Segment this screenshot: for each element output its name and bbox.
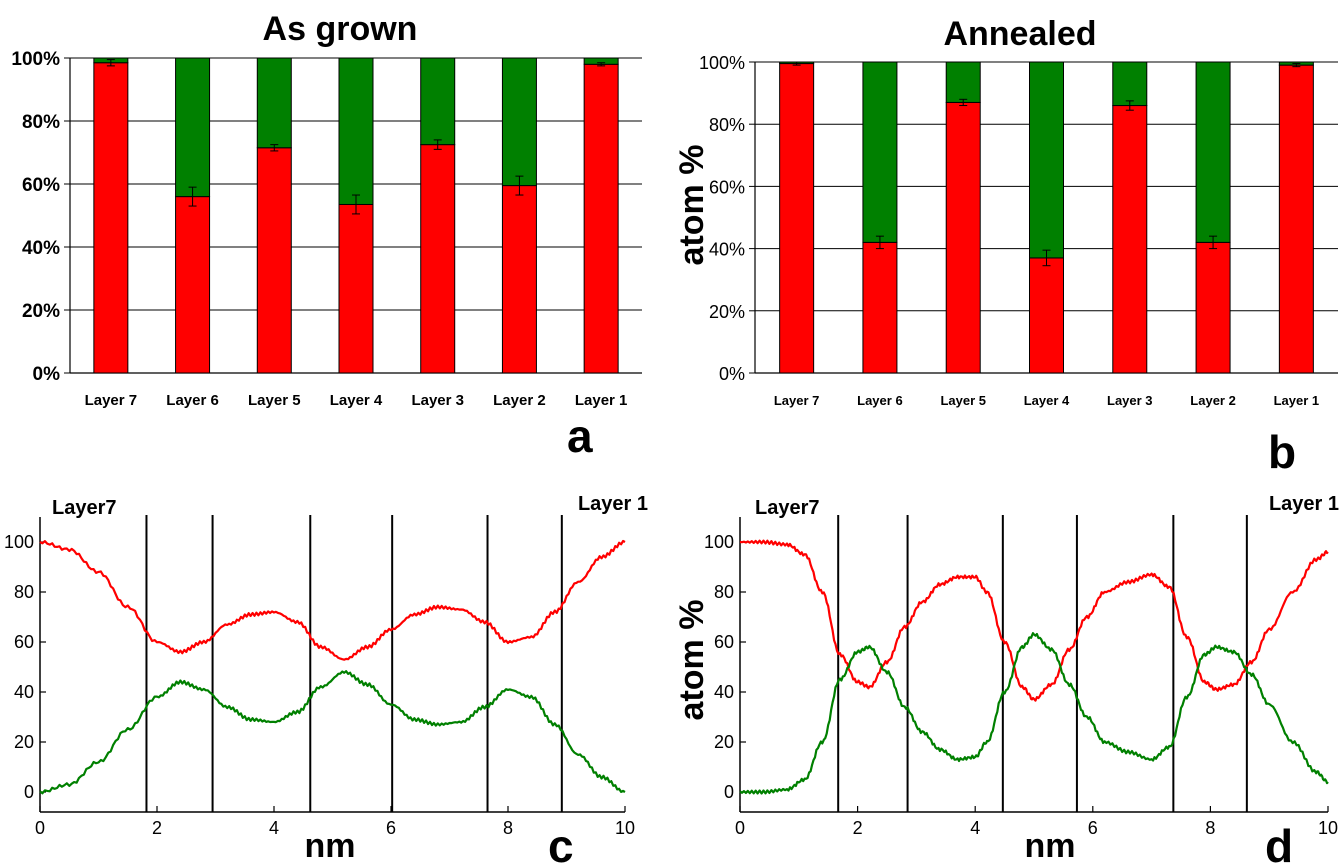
panel-b-bar-segment-green	[945, 61, 981, 103]
panel-b-category-label: Layer 7	[774, 393, 820, 408]
panel-d-ylabel: atom %	[673, 600, 711, 721]
panel-letter-c: c	[548, 820, 574, 868]
panel-b-category-label: Layer 2	[1190, 393, 1236, 408]
panel-c-ytick-label: 100	[4, 532, 34, 552]
panel-a-ytick-label: 20%	[22, 301, 60, 322]
panel-b-category-label: Layer 5	[940, 393, 986, 408]
panel-b-bar-segment-red	[1278, 64, 1314, 374]
panel-c-ytick-label: 20	[14, 732, 34, 752]
panel-a-bar-segment-red	[93, 62, 129, 374]
panel-b-ytick-label: 100%	[699, 53, 745, 73]
panel-d-xlabel: nm	[1025, 827, 1076, 865]
panel-a-category-label: Layer 6	[166, 392, 219, 409]
panel-a-ytick-label: 80%	[22, 112, 60, 133]
panel-a-category-label: Layer 1	[575, 392, 628, 409]
panel-b-ytick-label: 0%	[719, 364, 745, 384]
panel-c-series-line-red	[39, 539, 626, 661]
panel-b-category-label: Layer 4	[1024, 393, 1070, 408]
panel-a-bar-segment-red	[420, 144, 456, 374]
panel-d-ytick-label: 20	[714, 732, 734, 752]
panel-a-category-label: Layer 5	[248, 392, 301, 409]
panel-a-ytick-label: 0%	[33, 364, 61, 385]
panel-c-ytick-label: 60	[14, 632, 34, 652]
panel-c-series-line-green	[39, 670, 626, 795]
panel-a-bar-chart: As grown 0% 20% 40% 60% 80% 100% Layer 7 Layer …	[11, 10, 642, 409]
panel-b-category-label: Layer 1	[1274, 393, 1320, 408]
panel-b-ytick-label: 40%	[709, 240, 745, 260]
panel-a-category-label: Layer 3	[411, 392, 464, 409]
panel-d-ytick-label: 80	[714, 582, 734, 602]
panel-a-bar-segment-red	[501, 185, 537, 374]
panel-b-bar-segment-red	[779, 63, 815, 374]
panel-b-bar-segment-red	[862, 241, 898, 374]
panel-b-bar-segment-green	[1112, 61, 1148, 107]
panel-a-category-label: Layer 2	[493, 392, 546, 409]
panel-c-xtick-label: 4	[269, 818, 279, 838]
panel-d-xtick-label: 4	[970, 818, 980, 838]
panel-c-xtick-label: 2	[152, 818, 162, 838]
panel-a-bar-segment-green	[420, 57, 456, 146]
panel-a-bar-segment-green	[501, 57, 537, 187]
panel-d-xtick-label: 8	[1205, 818, 1215, 838]
panel-d-xtick-label: 2	[853, 818, 863, 838]
panel-a-ytick-label: 60%	[22, 175, 60, 196]
panel-b-bar-segment-green	[1195, 61, 1231, 243]
panel-b-bar-segment-green	[862, 61, 898, 243]
panel-c-xlabel: nm	[305, 827, 356, 865]
panel-b-bar-segment-red	[945, 101, 981, 374]
panel-c-ytick-label: 80	[14, 582, 34, 602]
panel-a-bar-segment-red	[338, 203, 374, 374]
panel-d-xtick-label: 6	[1088, 818, 1098, 838]
panel-b-category-label: Layer 6	[857, 393, 903, 408]
panel-a-bar-segment-red	[583, 63, 619, 374]
panel-b-ytick-label: 60%	[709, 177, 745, 197]
panel-a-bar-segment-green	[338, 57, 374, 205]
panel-b-bar-chart: Annealed atom % 0% 20% 40% 60% 80% 100% Layer …	[673, 15, 1338, 408]
panel-b-bar-segment-red	[1195, 241, 1231, 374]
panel-b-ylabel: atom %	[673, 145, 711, 266]
panel-letter-d: d	[1265, 820, 1293, 868]
panel-c-ytick-label: 40	[14, 682, 34, 702]
panel-d-xtick-label: 0	[735, 818, 745, 838]
panel-c-line-chart: nm Layer7 Layer 1 0 20 40 60 80 100 0 2 4 6 8 10	[4, 493, 648, 865]
panel-c-xtick-label: 8	[503, 818, 513, 838]
panel-c-ytick-label: 0	[24, 782, 34, 802]
panel-letter-b: b	[1268, 426, 1296, 478]
panel-b-bar-segment-red	[1029, 257, 1064, 374]
panel-a-category-label: Layer 7	[85, 392, 138, 409]
panel-b-ytick-label: 20%	[709, 302, 745, 322]
panel-d-ytick-label: 40	[714, 682, 734, 702]
panel-d-left-layer-label: Layer7	[755, 497, 820, 519]
panel-d-series-line-green	[739, 632, 1329, 795]
panel-d-ytick-label: 100	[704, 532, 734, 552]
panel-c-xtick-label: 0	[35, 818, 45, 838]
panel-letter-a: a	[567, 410, 593, 462]
panel-d-ytick-label: 0	[724, 782, 734, 802]
panel-d-right-layer-label: Layer 1	[1269, 493, 1339, 515]
panel-a-bar-segment-red	[175, 196, 211, 374]
panel-b-title: Annealed	[943, 15, 1096, 53]
panel-b-bar-segment-green	[1029, 61, 1064, 259]
panel-a-ytick-label: 100%	[11, 49, 60, 70]
panel-a-bar-segment-green	[256, 57, 292, 149]
panel-d-series-line-red	[739, 539, 1329, 702]
panel-b-bar-segment-red	[1112, 105, 1148, 374]
panel-c-right-layer-label: Layer 1	[578, 493, 648, 515]
panel-c-xtick-label: 10	[615, 818, 635, 838]
panel-d-ytick-label: 60	[714, 632, 734, 652]
panel-c-xtick-label: 6	[386, 818, 396, 838]
panel-c-left-layer-label: Layer7	[52, 497, 117, 519]
panel-a-category-label: Layer 4	[330, 392, 383, 409]
panel-a-bar-segment-green	[175, 57, 211, 198]
panel-b-category-label: Layer 3	[1107, 393, 1153, 408]
panel-a-ytick-label: 40%	[22, 238, 60, 259]
panel-b-ytick-label: 80%	[709, 115, 745, 135]
panel-a-bar-segment-red	[256, 147, 292, 374]
panel-a-title: As grown	[263, 10, 418, 48]
panel-d-line-chart: nm atom % Layer7 Layer 1 0 20 40 60 80 100 0 2 4…	[673, 493, 1339, 865]
panel-d-xtick-label: 10	[1318, 818, 1338, 838]
